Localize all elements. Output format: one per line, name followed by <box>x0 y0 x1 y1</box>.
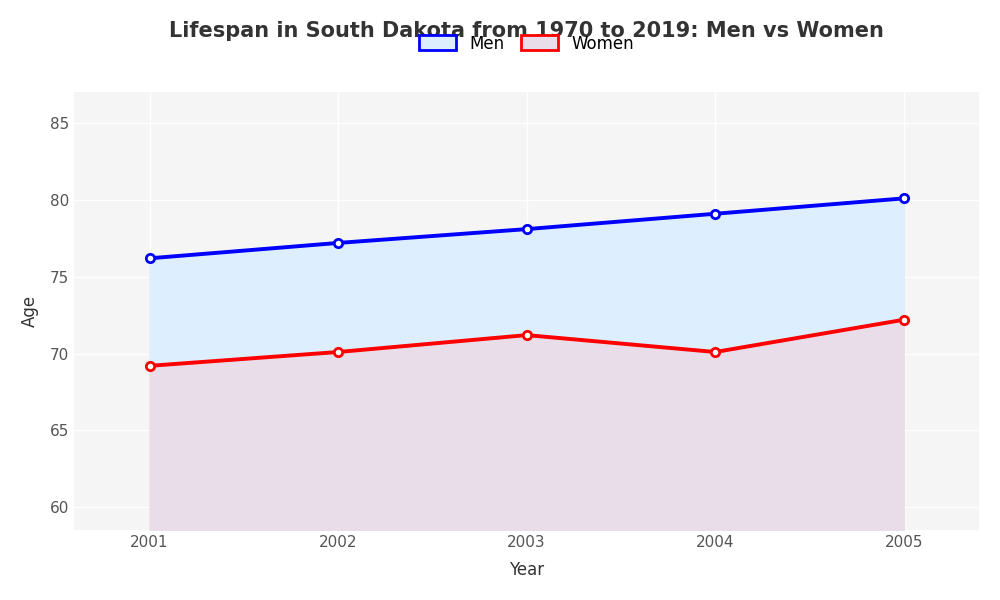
Legend: Men, Women: Men, Women <box>411 26 642 61</box>
X-axis label: Year: Year <box>509 561 544 579</box>
Title: Lifespan in South Dakota from 1970 to 2019: Men vs Women: Lifespan in South Dakota from 1970 to 20… <box>169 21 884 41</box>
Y-axis label: Age: Age <box>21 295 39 328</box>
